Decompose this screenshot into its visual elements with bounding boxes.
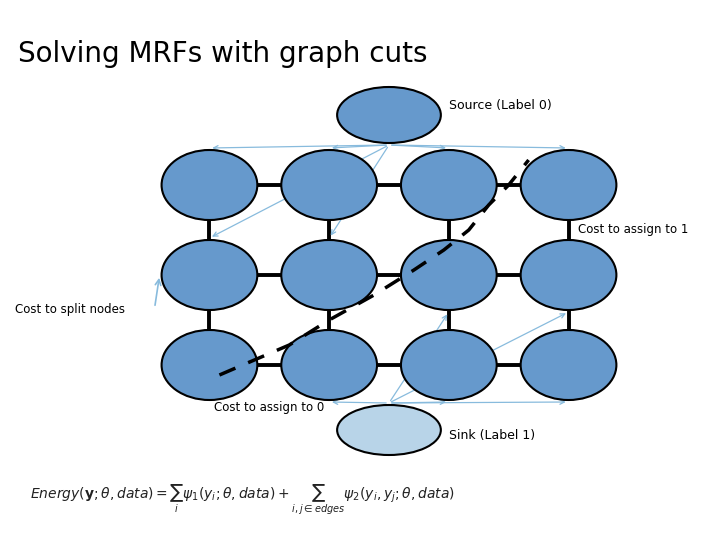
Text: Source (Label 0): Source (Label 0) (449, 98, 552, 111)
Text: Solving MRFs with graph cuts: Solving MRFs with graph cuts (18, 40, 428, 68)
Ellipse shape (161, 330, 257, 400)
Text: Cost to assign to 1: Cost to assign to 1 (578, 224, 689, 237)
Ellipse shape (337, 87, 441, 143)
Ellipse shape (401, 150, 497, 220)
Text: $\mathit{Energy}(\mathbf{y};\theta,\mathit{data}) = \sum_{i}\psi_1(y_i;\theta,\m: $\mathit{Energy}(\mathbf{y};\theta,\math… (30, 483, 455, 517)
Ellipse shape (521, 330, 616, 400)
Ellipse shape (337, 405, 441, 455)
Ellipse shape (521, 150, 616, 220)
Ellipse shape (401, 330, 497, 400)
Ellipse shape (282, 240, 377, 310)
Ellipse shape (161, 240, 257, 310)
Ellipse shape (282, 150, 377, 220)
Ellipse shape (282, 330, 377, 400)
Ellipse shape (521, 240, 616, 310)
Text: Cost to split nodes: Cost to split nodes (15, 303, 125, 316)
Ellipse shape (161, 150, 257, 220)
Text: Cost to assign to 0: Cost to assign to 0 (215, 402, 325, 415)
Ellipse shape (401, 240, 497, 310)
Text: Sink (Label 1): Sink (Label 1) (449, 429, 535, 442)
